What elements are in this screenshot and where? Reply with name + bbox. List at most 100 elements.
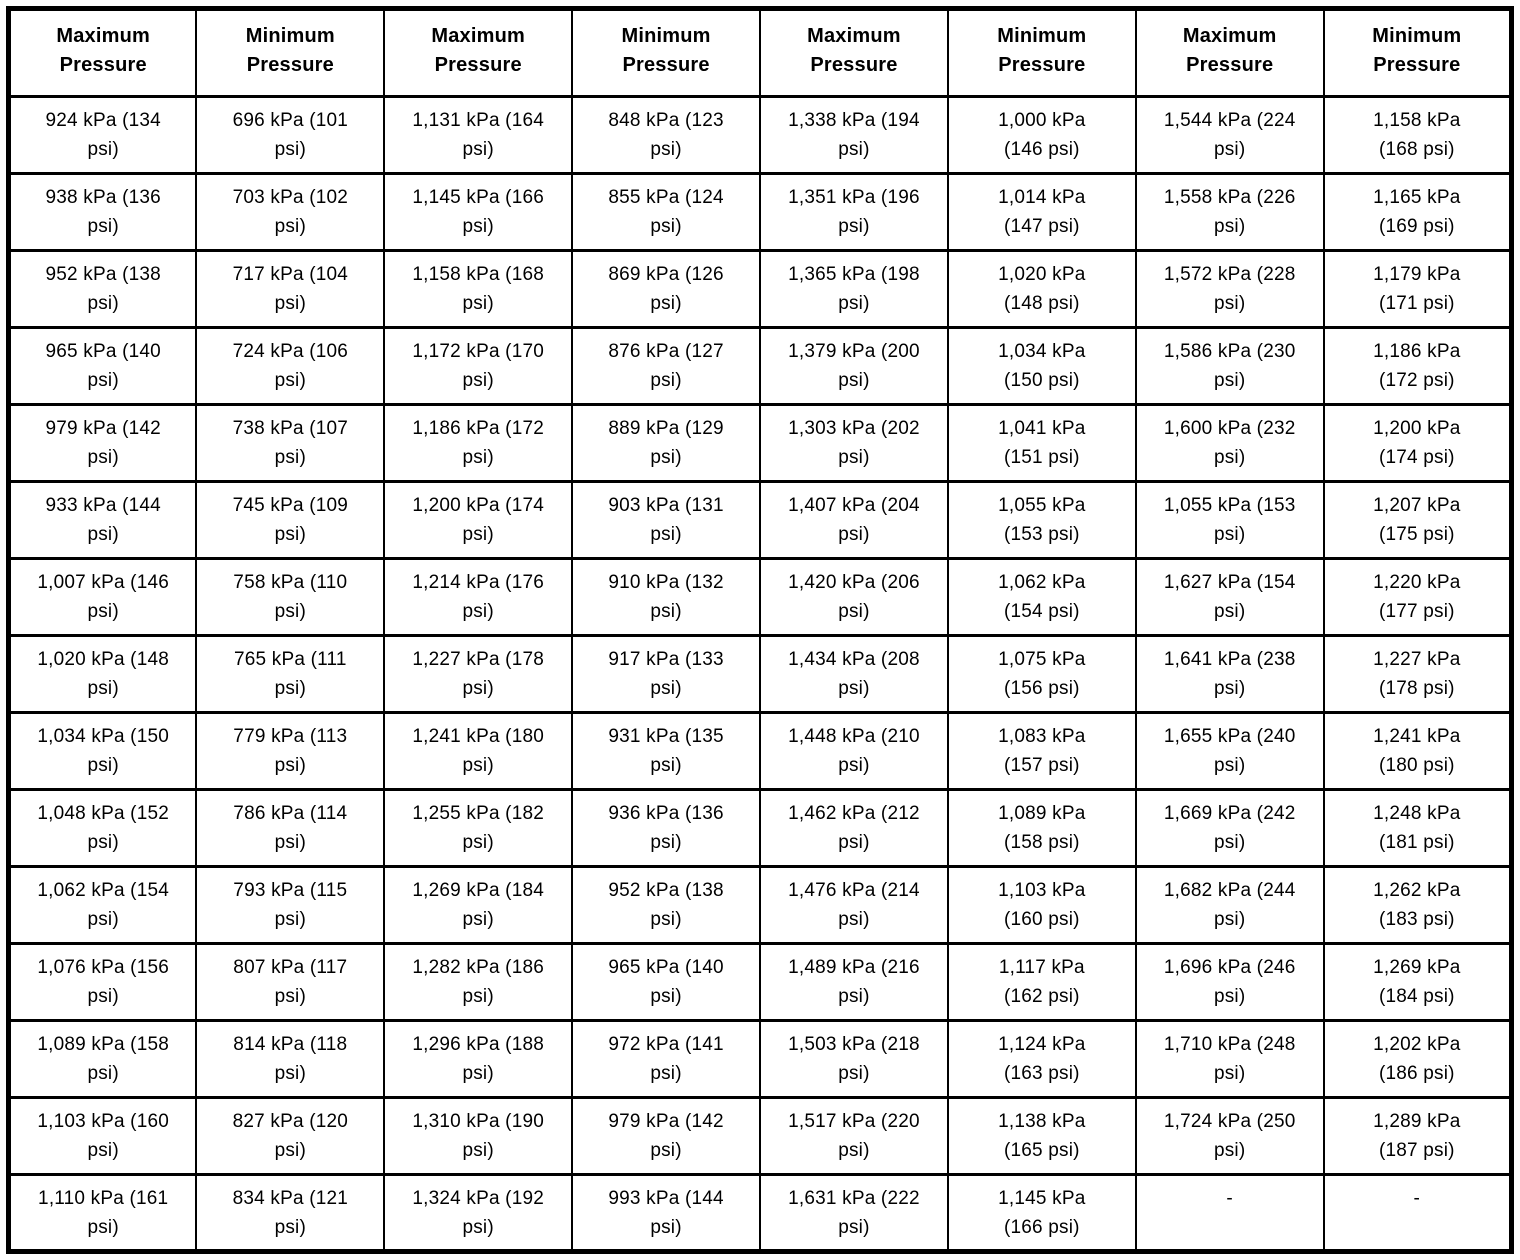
pressure-cell: 1,202 kPa (186 psi) [1322, 1019, 1513, 1099]
pressure-cell: 807 kPa (117 psi) [195, 942, 386, 1022]
pressure-cell: 786 kPa (114 psi) [195, 788, 386, 868]
pressure-cell: 1,227 kPa (178 psi) [1322, 634, 1513, 714]
pressure-cell: 1,158 kPa (168 psi) [1322, 95, 1513, 175]
pressure-cell: 1,462 kPa (212 psi) [759, 788, 949, 868]
pressure-cell: 972 kPa (141 psi) [571, 1019, 761, 1099]
pressure-cell: 1,476 kPa (214 psi) [759, 865, 949, 945]
pressure-cell: 703 kPa (102 psi) [195, 172, 386, 252]
column-header-maximum-pressure: Maximum Pressure [383, 7, 574, 98]
pressure-cell: 1,269 kPa (184 psi) [383, 865, 574, 945]
pressure-cell: 848 kPa (123 psi) [571, 95, 761, 175]
pressure-cell: - [1134, 1173, 1325, 1253]
header-row: Maximum Pressure Minimum Pressure Maximu… [7, 7, 1513, 98]
pressure-cell: 1,055 kPa (153 psi) [946, 480, 1137, 560]
pressure-cell: 1,186 kPa (172 psi) [383, 403, 574, 483]
pressure-cell: 1,365 kPa (198 psi) [759, 249, 949, 329]
pressure-cell: 1,544 kPa (224 psi) [1134, 95, 1325, 175]
pressure-cell: 793 kPa (115 psi) [195, 865, 386, 945]
pressure-cell: 1,351 kPa (196 psi) [759, 172, 949, 252]
pressure-cell: 1,241 kPa (180 psi) [1322, 711, 1513, 791]
pressure-cell: 1,255 kPa (182 psi) [383, 788, 574, 868]
pressure-cell: 936 kPa (136 psi) [571, 788, 761, 868]
pressure-cell: 1,289 kPa (187 psi) [1322, 1096, 1513, 1176]
pressure-cell: 1,034 kPa (150 psi) [946, 326, 1137, 406]
column-header-maximum-pressure: Maximum Pressure [7, 7, 198, 98]
pressure-cell: 696 kPa (101 psi) [195, 95, 386, 175]
pressure-cell: 1,338 kPa (194 psi) [759, 95, 949, 175]
pressure-cell: 1,062 kPa (154 psi) [946, 557, 1137, 637]
pressure-cell: 855 kPa (124 psi) [571, 172, 761, 252]
pressure-cell: 1,076 kPa (156 psi) [7, 942, 198, 1022]
pressure-cell: 1,200 kPa (174 psi) [383, 480, 574, 560]
pressure-cell: 1,062 kPa (154 psi) [7, 865, 198, 945]
pressure-cell: 1,682 kPa (244 psi) [1134, 865, 1325, 945]
pressure-cell: 1,207 kPa (175 psi) [1322, 480, 1513, 560]
pressure-cell: 965 kPa (140 psi) [7, 326, 198, 406]
pressure-cell: 1,075 kPa (156 psi) [946, 634, 1137, 714]
table-row: 952 kPa (138 psi) 717 kPa (104 psi) 1,158 … [7, 249, 1513, 329]
pressure-cell: 889 kPa (129 psi) [571, 403, 761, 483]
pressure-cell: 1,020 kPa (148 psi) [7, 634, 198, 714]
pressure-cell: 1,034 kPa (150 psi) [7, 711, 198, 791]
pressure-cell: 1,655 kPa (240 psi) [1134, 711, 1325, 791]
pressure-cell: 952 kPa (138 psi) [7, 249, 198, 329]
pressure-cell: 1,179 kPa (171 psi) [1322, 249, 1513, 329]
pressure-cell: 1,248 kPa (181 psi) [1322, 788, 1513, 868]
pressure-cell: 827 kPa (120 psi) [195, 1096, 386, 1176]
pressure-cell: 1,227 kPa (178 psi) [383, 634, 574, 714]
pressure-cell: 1,083 kPa (157 psi) [946, 711, 1137, 791]
pressure-cell: 952 kPa (138 psi) [571, 865, 761, 945]
pressure-cell: 1,172 kPa (170 psi) [383, 326, 574, 406]
pressure-cell: 1,558 kPa (226 psi) [1134, 172, 1325, 252]
pressure-cell: 1,517 kPa (220 psi) [759, 1096, 949, 1176]
table-row: 979 kPa (142 psi) 738 kPa (107 psi) 1,186 … [7, 403, 1513, 483]
pressure-table-header: Maximum Pressure Minimum Pressure Maximu… [7, 7, 1513, 98]
pressure-cell: 745 kPa (109 psi) [195, 480, 386, 560]
pressure-cell: 869 kPa (126 psi) [571, 249, 761, 329]
table-row: 1,007 kPa (146 psi) 758 kPa (110 psi) 1,21… [7, 557, 1513, 637]
pressure-cell: 1,124 kPa (163 psi) [946, 1019, 1137, 1099]
pressure-cell: 965 kPa (140 psi) [571, 942, 761, 1022]
pressure-cell: 1,710 kPa (248 psi) [1134, 1019, 1325, 1099]
pressure-cell: 1,055 kPa (153 psi) [1134, 480, 1325, 560]
pressure-cell: 1,434 kPa (208 psi) [759, 634, 949, 714]
pressure-cell: 834 kPa (121 psi) [195, 1173, 386, 1253]
pressure-cell: 1,138 kPa (165 psi) [946, 1096, 1137, 1176]
pressure-cell: 1,041 kPa (151 psi) [946, 403, 1137, 483]
table-row: 1,076 kPa (156 psi) 807 kPa (117 psi) 1,28… [7, 942, 1513, 1022]
pressure-cell: 717 kPa (104 psi) [195, 249, 386, 329]
pressure-cell: 779 kPa (113 psi) [195, 711, 386, 791]
pressure-cell: 1,000 kPa (146 psi) [946, 95, 1137, 175]
pressure-cell: 1,241 kPa (180 psi) [383, 711, 574, 791]
pressure-cell: 1,020 kPa (148 psi) [946, 249, 1137, 329]
pressure-cell: 1,407 kPa (204 psi) [759, 480, 949, 560]
column-header-minimum-pressure: Minimum Pressure [1322, 7, 1513, 98]
pressure-cell: 938 kPa (136 psi) [7, 172, 198, 252]
pressure-cell: 1,089 kPa (158 psi) [946, 788, 1137, 868]
pressure-cell: 1,145 kPa (166 psi) [383, 172, 574, 252]
pressure-cell: 1,586 kPa (230 psi) [1134, 326, 1325, 406]
pressure-cell: 1,379 kPa (200 psi) [759, 326, 949, 406]
pressure-cell: 738 kPa (107 psi) [195, 403, 386, 483]
table-row: 1,089 kPa (158 psi) 814 kPa (118 psi) 1,29… [7, 1019, 1513, 1099]
pressure-cell: 1,310 kPa (190 psi) [383, 1096, 574, 1176]
table-row: 1,020 kPa (148 psi) 765 kPa (111 psi) 1,22… [7, 634, 1513, 714]
pressure-cell: 1,448 kPa (210 psi) [759, 711, 949, 791]
column-header-maximum-pressure: Maximum Pressure [759, 7, 949, 98]
pressure-cell: 1,158 kPa (168 psi) [383, 249, 574, 329]
pressure-cell: 1,110 kPa (161 psi) [7, 1173, 198, 1253]
pressure-cell: 1,220 kPa (177 psi) [1322, 557, 1513, 637]
pressure-cell: 724 kPa (106 psi) [195, 326, 386, 406]
pressure-cell: 1,103 kPa (160 psi) [946, 865, 1137, 945]
pressure-cell: 1,007 kPa (146 psi) [7, 557, 198, 637]
pressure-cell: 1,572 kPa (228 psi) [1134, 249, 1325, 329]
pressure-cell: 910 kPa (132 psi) [571, 557, 761, 637]
pressure-cell: 1,324 kPa (192 psi) [383, 1173, 574, 1253]
pressure-cell: 1,503 kPa (218 psi) [759, 1019, 949, 1099]
pressure-cell: 1,048 kPa (152 psi) [7, 788, 198, 868]
pressure-cell: 1,669 kPa (242 psi) [1134, 788, 1325, 868]
pressure-cell: 1,724 kPa (250 psi) [1134, 1096, 1325, 1176]
table-row: 924 kPa (134 psi) 696 kPa (101 psi) 1,131 … [7, 95, 1513, 175]
table-row: 1,034 kPa (150 psi) 779 kPa (113 psi) 1,24… [7, 711, 1513, 791]
